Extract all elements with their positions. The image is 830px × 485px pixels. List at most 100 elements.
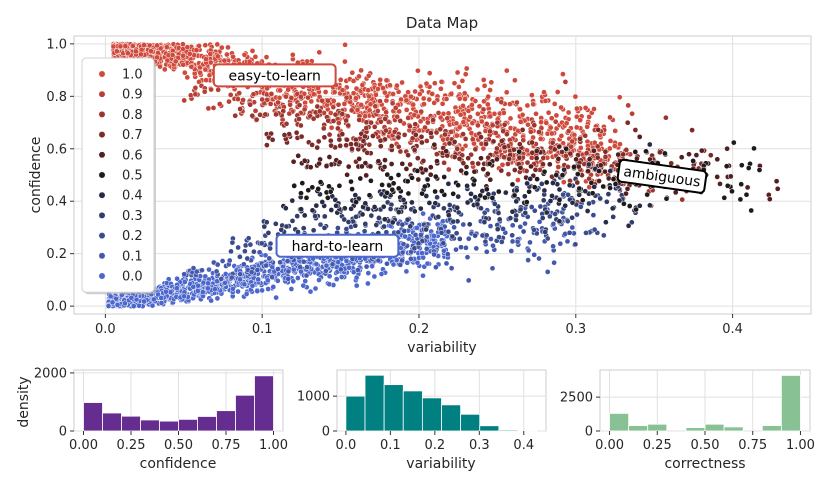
datamap-point xyxy=(738,162,745,169)
datamap-point xyxy=(451,139,458,145)
datamap-point xyxy=(553,172,560,178)
datamap-point xyxy=(607,168,614,174)
datamap-point xyxy=(724,182,731,189)
datamap-point xyxy=(476,103,483,110)
datamap-point xyxy=(491,201,498,207)
datamap-point xyxy=(446,140,453,147)
datamap-point xyxy=(474,86,481,93)
datamap-point xyxy=(354,107,361,113)
datamap-point xyxy=(407,161,413,168)
datamap-point xyxy=(263,262,270,269)
hist-correctness-bar xyxy=(647,423,668,432)
datamap-point xyxy=(157,63,163,70)
datamap-legend-label: 0.0 xyxy=(122,270,143,285)
hist-confidence-bar xyxy=(83,402,103,432)
datamap-point xyxy=(298,133,305,140)
datamap-point xyxy=(383,127,389,134)
datamap-point xyxy=(526,188,532,195)
datamap-point xyxy=(172,58,179,65)
datamap-point xyxy=(283,223,290,230)
datamap-point xyxy=(432,200,439,207)
datamap-point xyxy=(423,245,430,252)
datamap-y-tick-label: 0.8 xyxy=(46,90,67,105)
datamap-point xyxy=(441,205,447,212)
datamap-point xyxy=(744,184,751,191)
hist-confidence-y-tick-label: 2000 xyxy=(34,366,67,381)
datamap-point xyxy=(310,227,317,234)
datamap-point xyxy=(441,159,447,166)
datamap-point xyxy=(605,175,612,182)
datamap-point xyxy=(395,143,402,150)
datamap-point xyxy=(356,73,362,80)
datamap-point xyxy=(428,130,434,136)
datamap-point xyxy=(469,102,475,108)
datamap-point xyxy=(602,153,609,160)
datamap-point xyxy=(229,239,236,246)
datamap-point xyxy=(431,233,437,239)
datamap-point xyxy=(392,104,399,111)
datamap-point xyxy=(331,89,338,96)
datamap-point xyxy=(603,198,610,205)
datamap-point xyxy=(441,174,448,180)
datamap-point xyxy=(424,260,431,267)
datamap-point xyxy=(202,66,209,73)
datamap-y-tick-label: 0.6 xyxy=(46,142,67,157)
datamap-point xyxy=(566,182,573,189)
datamap-point xyxy=(381,223,387,230)
datamap-point xyxy=(353,282,360,289)
datamap-point xyxy=(472,146,479,153)
datamap-annotation: hard-to-learn xyxy=(275,233,400,258)
datamap-point xyxy=(591,139,598,146)
datamap-point xyxy=(169,52,176,58)
datamap-point xyxy=(344,171,350,178)
datamap-point xyxy=(517,118,524,125)
datamap-point xyxy=(435,214,442,220)
datamap-point xyxy=(556,186,563,193)
datamap-point xyxy=(273,111,279,118)
datamap-point xyxy=(405,190,412,197)
hist-variability-x-tick-label: 0.0 xyxy=(336,438,357,453)
datamap-point xyxy=(597,162,604,169)
datamap-point xyxy=(338,266,344,273)
datamap-point xyxy=(398,96,404,103)
datamap-point xyxy=(561,166,567,173)
datamap-point xyxy=(516,154,523,161)
datamap-point xyxy=(544,269,551,275)
datamap-point xyxy=(269,136,276,143)
datamap-point xyxy=(478,155,484,162)
datamap-point xyxy=(547,124,554,131)
datamap-legend-marker xyxy=(98,272,106,280)
datamap-point xyxy=(500,110,507,116)
datamap-point xyxy=(438,78,445,85)
datamap-point xyxy=(365,87,372,94)
datamap-point xyxy=(582,188,589,195)
hist-variability-x-tick-label: 0.3 xyxy=(469,438,490,453)
datamap-point xyxy=(490,138,497,145)
datamap-point xyxy=(545,109,552,116)
datamap-point xyxy=(463,170,470,177)
datamap-point xyxy=(483,248,490,255)
datamap-point xyxy=(445,228,452,235)
datamap-point xyxy=(353,85,360,92)
datamap-point xyxy=(531,122,538,129)
datamap-point xyxy=(358,102,365,108)
datamap-point xyxy=(329,261,336,268)
datamap-point xyxy=(456,155,463,162)
datamap-point xyxy=(438,229,445,236)
datamap-point xyxy=(465,277,472,284)
datamap-point xyxy=(408,255,414,262)
datamap-point xyxy=(247,241,254,248)
datamap-point xyxy=(458,244,464,251)
datamap-point xyxy=(388,175,394,181)
datamap-point xyxy=(283,93,289,100)
datamap-point xyxy=(412,121,419,128)
datamap-point xyxy=(288,95,295,101)
datamap-point xyxy=(235,288,241,295)
datamap-point xyxy=(484,170,491,177)
datamap-point xyxy=(122,43,129,50)
datamap-point xyxy=(307,164,314,171)
hist-confidence-plot: 0.00 0.25 0.50 0.75 1.00 0 2000 confidence den… xyxy=(16,366,288,472)
datamap-point xyxy=(434,158,440,164)
datamap-point xyxy=(277,259,283,266)
datamap-x-tick-label: 0.1 xyxy=(252,322,273,337)
